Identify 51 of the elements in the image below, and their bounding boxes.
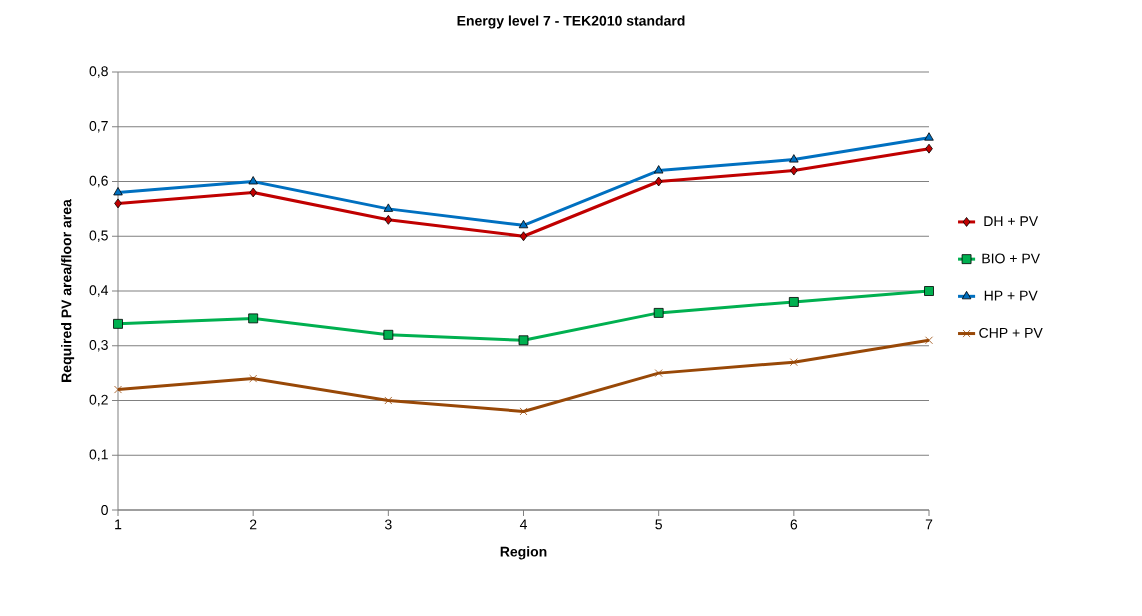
point <box>114 385 122 394</box>
point <box>790 165 798 176</box>
point <box>925 336 933 345</box>
point <box>924 132 934 141</box>
point <box>789 154 799 163</box>
point <box>518 335 529 346</box>
x-axis-title: Region <box>500 546 547 560</box>
point <box>113 318 123 329</box>
x-tick-label: 4 <box>519 519 527 530</box>
legend-label: CHP + PV <box>979 327 1043 338</box>
point <box>789 358 798 367</box>
point <box>383 329 394 340</box>
point <box>113 187 123 196</box>
point <box>383 203 394 212</box>
point <box>924 286 934 296</box>
point <box>788 297 799 307</box>
y-tick-label: 0,6 <box>89 175 108 188</box>
x-tick-label: 5 <box>655 519 662 530</box>
point <box>519 407 528 416</box>
point <box>925 143 933 154</box>
point <box>384 214 393 225</box>
point <box>248 176 258 185</box>
point <box>384 396 393 405</box>
y-tick-label: 0,8 <box>89 66 108 78</box>
point <box>248 313 259 324</box>
x-tick-label: 7 <box>925 519 933 530</box>
x-tick-label: 1 <box>115 519 122 530</box>
legend-label: HP + PV <box>984 290 1038 301</box>
x-tick-label: 6 <box>790 519 798 530</box>
y-tick-label: 0,1 <box>89 449 108 462</box>
point <box>518 219 529 229</box>
point <box>114 198 122 209</box>
y-tick-label: 0,3 <box>89 339 108 352</box>
y-tick-label: 0,2 <box>89 394 108 407</box>
point <box>519 231 528 242</box>
chart-title: Energy level 7 - TEK2010 standard <box>457 15 685 29</box>
point <box>654 176 663 187</box>
point <box>249 374 258 383</box>
x-tick-label: 3 <box>384 519 392 530</box>
x-tick-label: 2 <box>249 519 257 530</box>
legend-label: DH + PV <box>984 216 1039 226</box>
point <box>249 187 257 198</box>
point <box>653 308 664 318</box>
point <box>653 165 664 174</box>
y-axis-title: Required PV area/floor area <box>61 199 75 382</box>
point <box>654 369 663 378</box>
y-tick-label: 0 <box>101 505 108 515</box>
y-tick-label: 0,4 <box>89 285 109 297</box>
legend-label: BIO + PV <box>982 253 1041 264</box>
y-tick-label: 0,5 <box>89 230 108 243</box>
y-tick-label: 0,7 <box>89 120 108 133</box>
